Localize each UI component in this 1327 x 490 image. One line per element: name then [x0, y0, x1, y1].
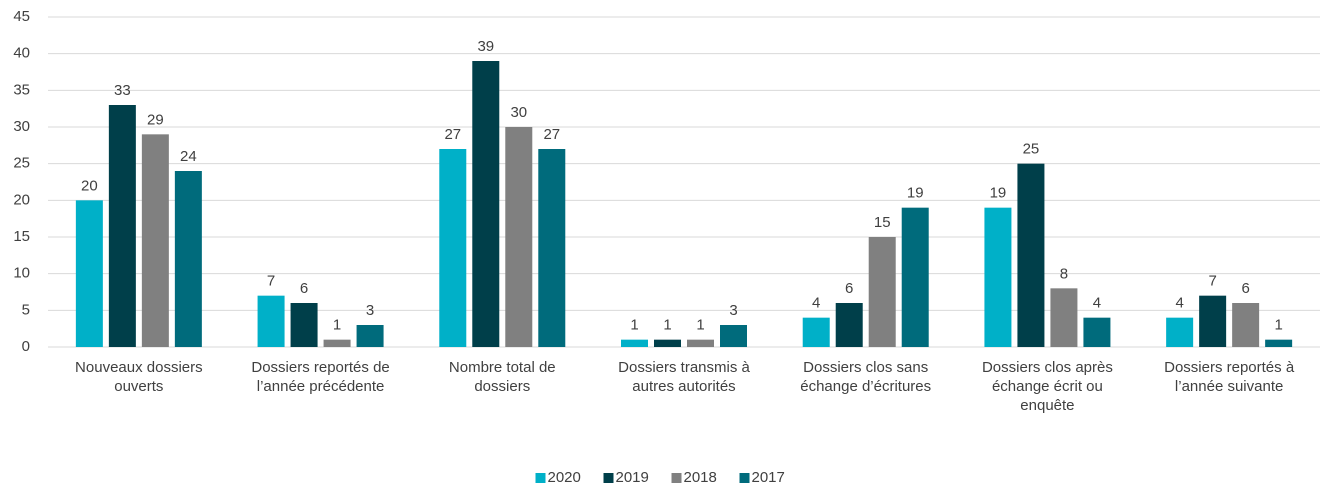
bar [439, 149, 467, 347]
y-tick-label: 30 [13, 118, 30, 135]
legend-label: 2017 [752, 469, 785, 486]
bar [472, 61, 500, 347]
value-label: 6 [300, 280, 308, 297]
bar [257, 295, 285, 347]
value-label: 33 [114, 82, 131, 99]
value-label: 25 [1023, 141, 1040, 158]
value-label: 20 [81, 177, 98, 194]
value-label: 7 [267, 273, 275, 290]
bar [1265, 339, 1293, 347]
legend-swatch [671, 473, 682, 483]
value-label: 8 [1060, 265, 1068, 282]
value-label: 1 [663, 317, 671, 334]
x-tick-label: Nombre total de dossiers [448, 359, 556, 395]
value-label: 39 [477, 38, 494, 55]
bar [1232, 303, 1260, 347]
bar [621, 339, 648, 347]
bar [654, 339, 681, 347]
value-label: 15 [874, 214, 891, 231]
y-tick-label: 10 [13, 265, 30, 282]
value-label: 19 [990, 185, 1007, 202]
y-tick-label: 25 [13, 155, 30, 172]
bar [1017, 163, 1045, 347]
bar [835, 303, 863, 347]
bar [505, 127, 533, 347]
x-tick-label: Dossiers transmis à autres autorités [618, 359, 750, 395]
bar [687, 339, 714, 347]
y-tick-label: 20 [13, 191, 30, 208]
x-tick-label: Dossiers reportés de l’année précédente [251, 359, 390, 395]
value-label: 30 [510, 104, 527, 121]
legend-swatch [739, 473, 750, 483]
bar [868, 237, 896, 347]
bar [290, 303, 318, 347]
y-tick-label: 15 [13, 228, 30, 245]
bar [720, 325, 747, 347]
x-tick-label: Dossiers clos sans échange d’écritures [800, 359, 932, 395]
x-tick-label: Dossiers clos après échange écrit ou enq… [981, 359, 1113, 414]
bar [141, 134, 169, 347]
value-label: 27 [543, 126, 560, 143]
legend-label: 2018 [684, 469, 717, 486]
value-label: 1 [1274, 317, 1282, 334]
legend-label: 2020 [548, 469, 581, 486]
bar [108, 105, 136, 347]
y-tick-label: 5 [22, 301, 30, 318]
bar [323, 339, 351, 347]
legend-swatch [535, 473, 546, 483]
value-label: 27 [444, 126, 461, 143]
bar [1050, 288, 1078, 347]
value-label: 6 [1241, 280, 1249, 297]
bar [901, 207, 929, 347]
bar [1083, 317, 1111, 347]
y-tick-label: 35 [13, 81, 30, 98]
value-label: 19 [907, 185, 924, 202]
bar [984, 207, 1012, 347]
y-tick-label: 45 [13, 8, 30, 25]
legend-label: 2019 [616, 469, 649, 486]
value-label: 24 [180, 148, 197, 165]
bar [1166, 317, 1194, 347]
legend-swatch [603, 473, 614, 483]
value-label: 4 [1175, 295, 1183, 312]
value-label: 7 [1208, 273, 1216, 290]
bar [1199, 295, 1227, 347]
value-label: 3 [366, 302, 374, 319]
value-label: 29 [147, 111, 164, 128]
x-tick-label: Nouveaux dossiers ouverts [75, 359, 203, 395]
bar [802, 317, 830, 347]
bar [356, 325, 384, 347]
bar [75, 200, 103, 347]
value-label: 3 [729, 302, 737, 319]
value-label: 4 [1093, 295, 1101, 312]
value-label: 1 [630, 317, 638, 334]
value-label: 4 [812, 295, 820, 312]
y-tick-label: 40 [13, 45, 30, 62]
bar [538, 149, 566, 347]
value-label: 1 [333, 317, 341, 334]
y-tick-label: 0 [22, 338, 30, 355]
value-label: 1 [696, 317, 704, 334]
value-label: 6 [845, 280, 853, 297]
bar [174, 171, 202, 347]
x-tick-label: Dossiers reportés à l’année suivante [1164, 359, 1295, 395]
